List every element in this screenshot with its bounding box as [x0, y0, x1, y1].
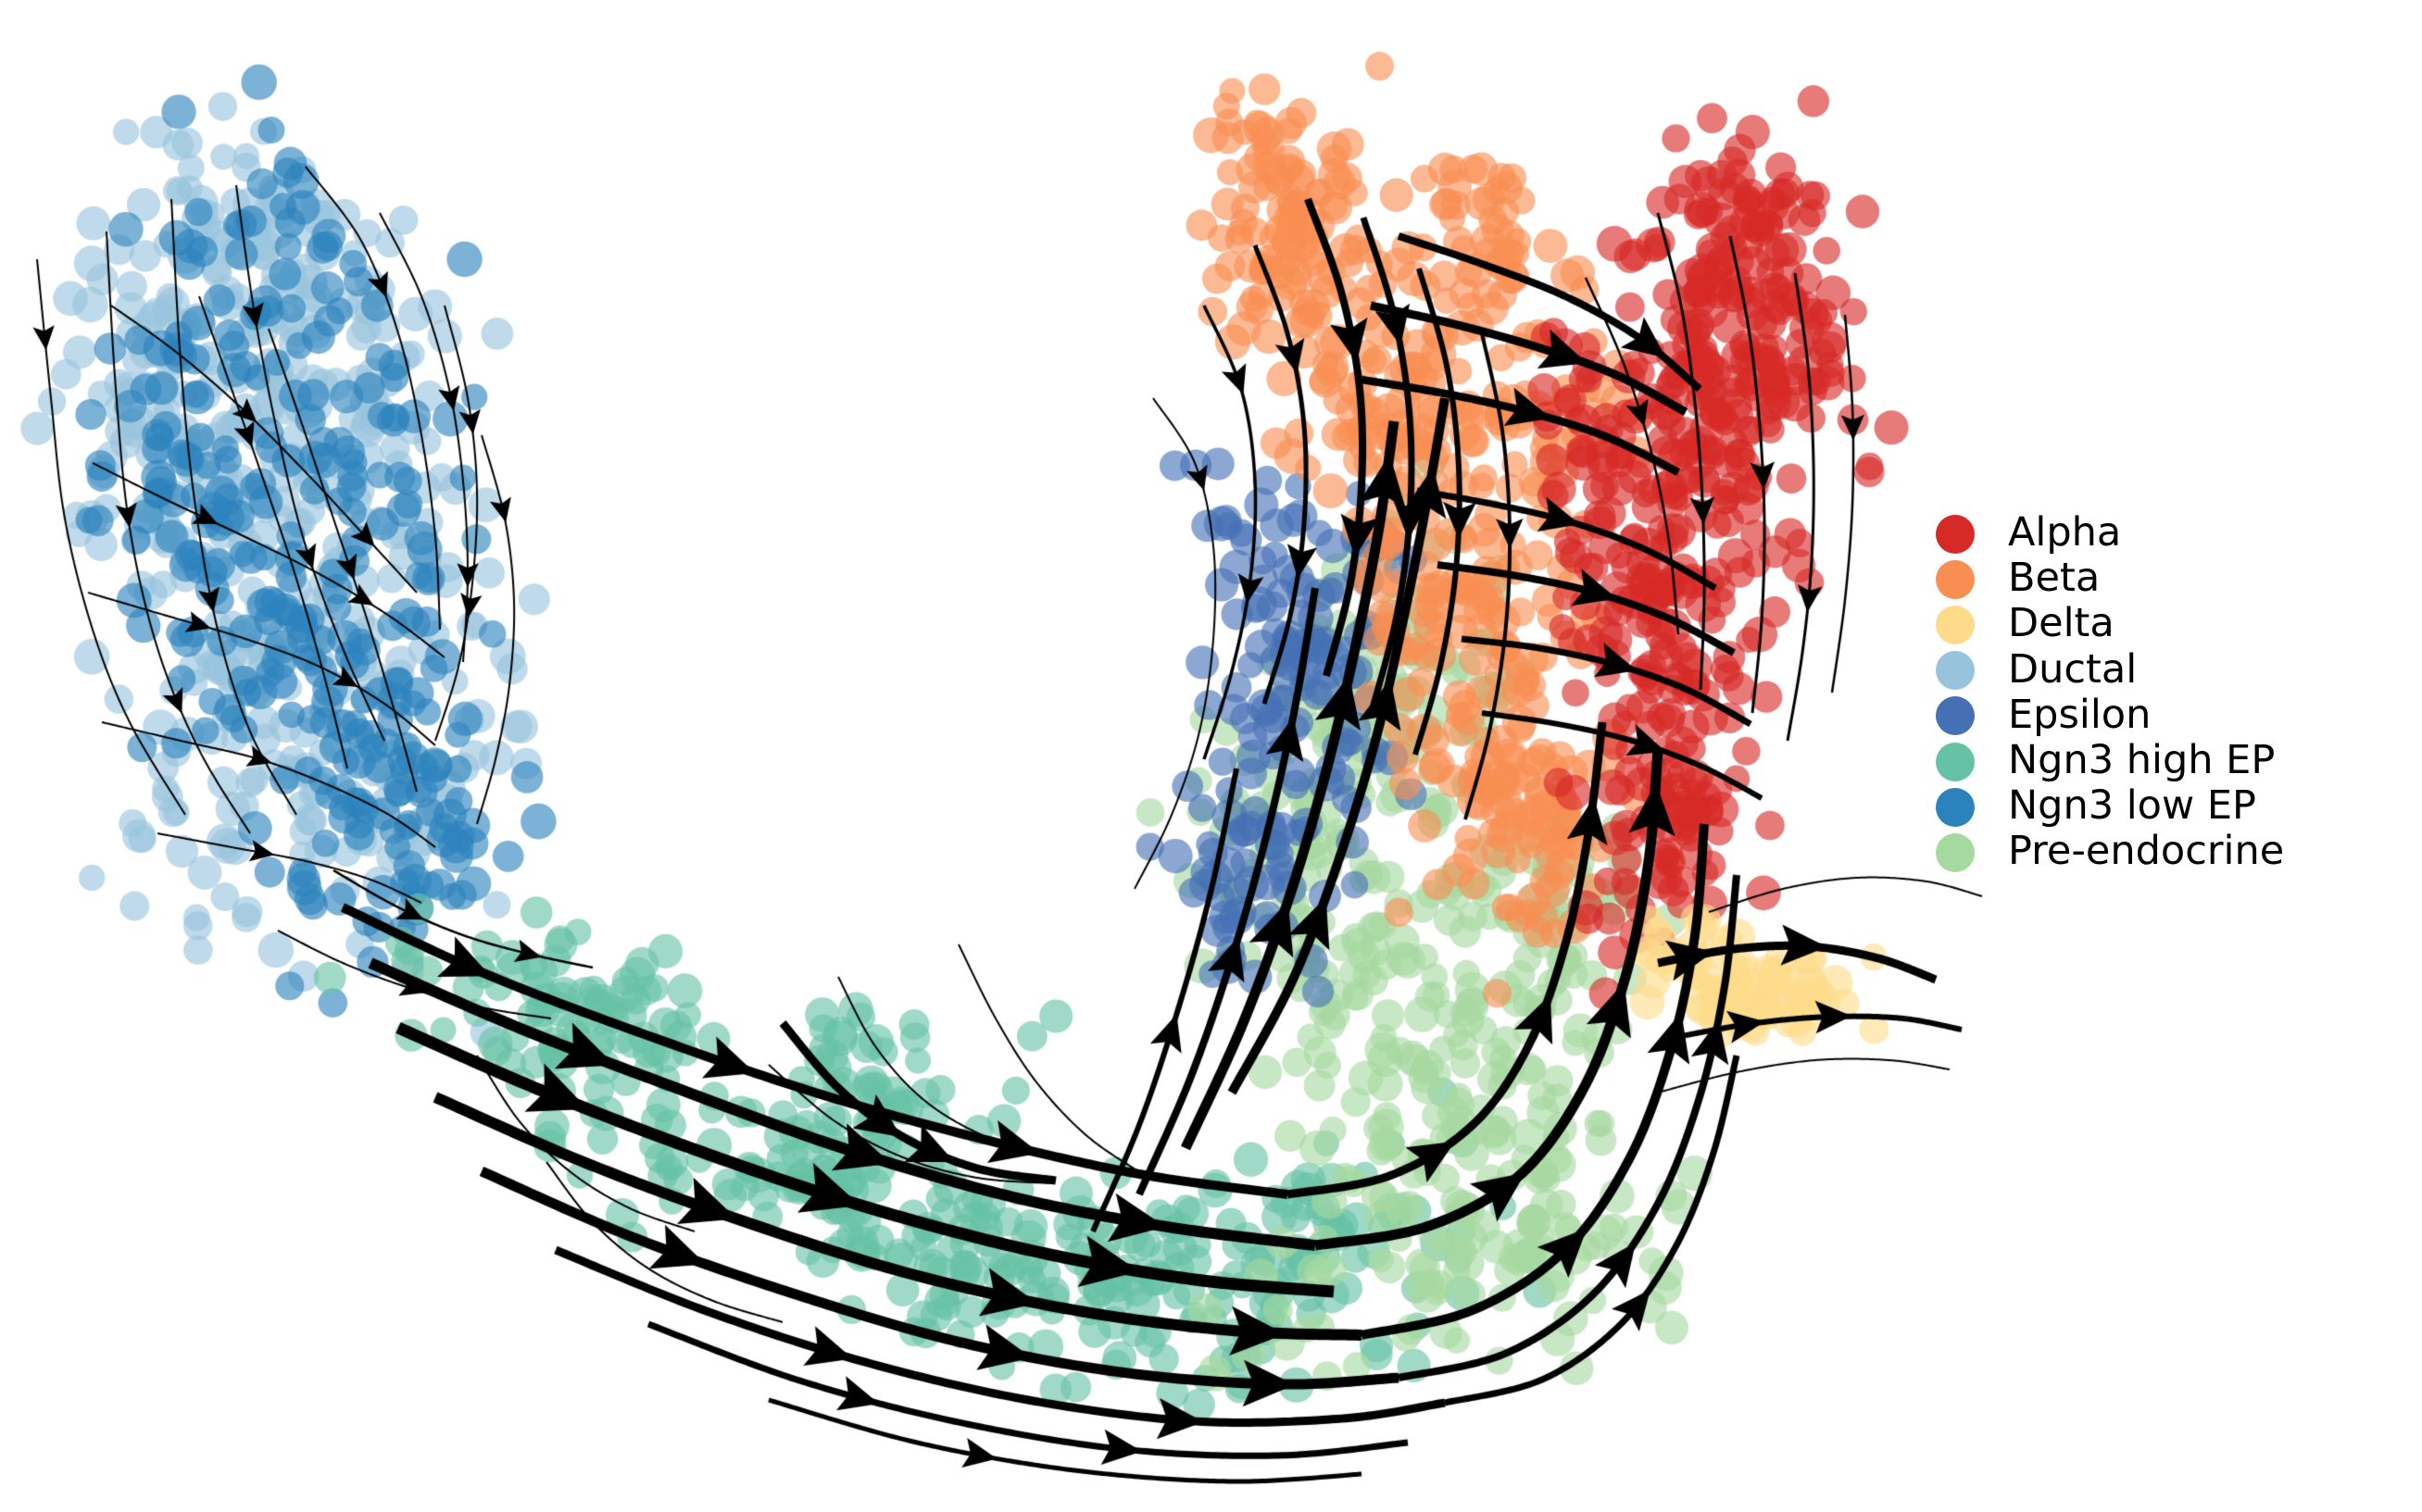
legend-item-alpha[interactable]: Alpha — [1936, 511, 2417, 556]
legend-item-label: Alpha — [2008, 509, 2122, 556]
legend: Alpha Beta Delta Ductal Epsilon Ngn3 high EP N… — [1936, 511, 2417, 876]
legend-item-label: Ngn3 high EP — [2008, 737, 2276, 784]
legend-item-epsilon[interactable]: Epsilon — [1936, 694, 2417, 739]
legend-item-pre-endocrine[interactable]: Pre-endocrine — [1936, 830, 2417, 875]
legend-item-label: Delta — [2008, 600, 2115, 647]
legend-item-ngn3-low-ep[interactable]: Ngn3 low EP — [1936, 784, 2417, 830]
legend-item-beta[interactable]: Beta — [1936, 556, 2417, 602]
legend-item-ngn3-high-ep[interactable]: Ngn3 high EP — [1936, 739, 2417, 784]
legend-item-label: Ngn3 low EP — [2008, 782, 2256, 830]
legend-swatch-icon — [1936, 742, 1975, 781]
legend-item-label: Ductal — [2008, 645, 2138, 693]
legend-item-label: Pre-endocrine — [2008, 828, 2285, 875]
legend-swatch-icon — [1936, 605, 1975, 644]
legend-item-delta[interactable]: Delta — [1936, 602, 2417, 647]
legend-item-ductal[interactable]: Ductal — [1936, 648, 2417, 694]
legend-swatch-icon — [1936, 787, 1975, 827]
legend-swatch-icon — [1936, 651, 1975, 691]
legend-swatch-icon — [1936, 832, 1975, 872]
legend-swatch-icon — [1936, 559, 1975, 599]
legend-swatch-icon — [1936, 514, 1975, 554]
legend-swatch-icon — [1936, 696, 1975, 736]
legend-item-label: Beta — [2008, 555, 2101, 602]
legend-item-label: Epsilon — [2008, 691, 2152, 738]
